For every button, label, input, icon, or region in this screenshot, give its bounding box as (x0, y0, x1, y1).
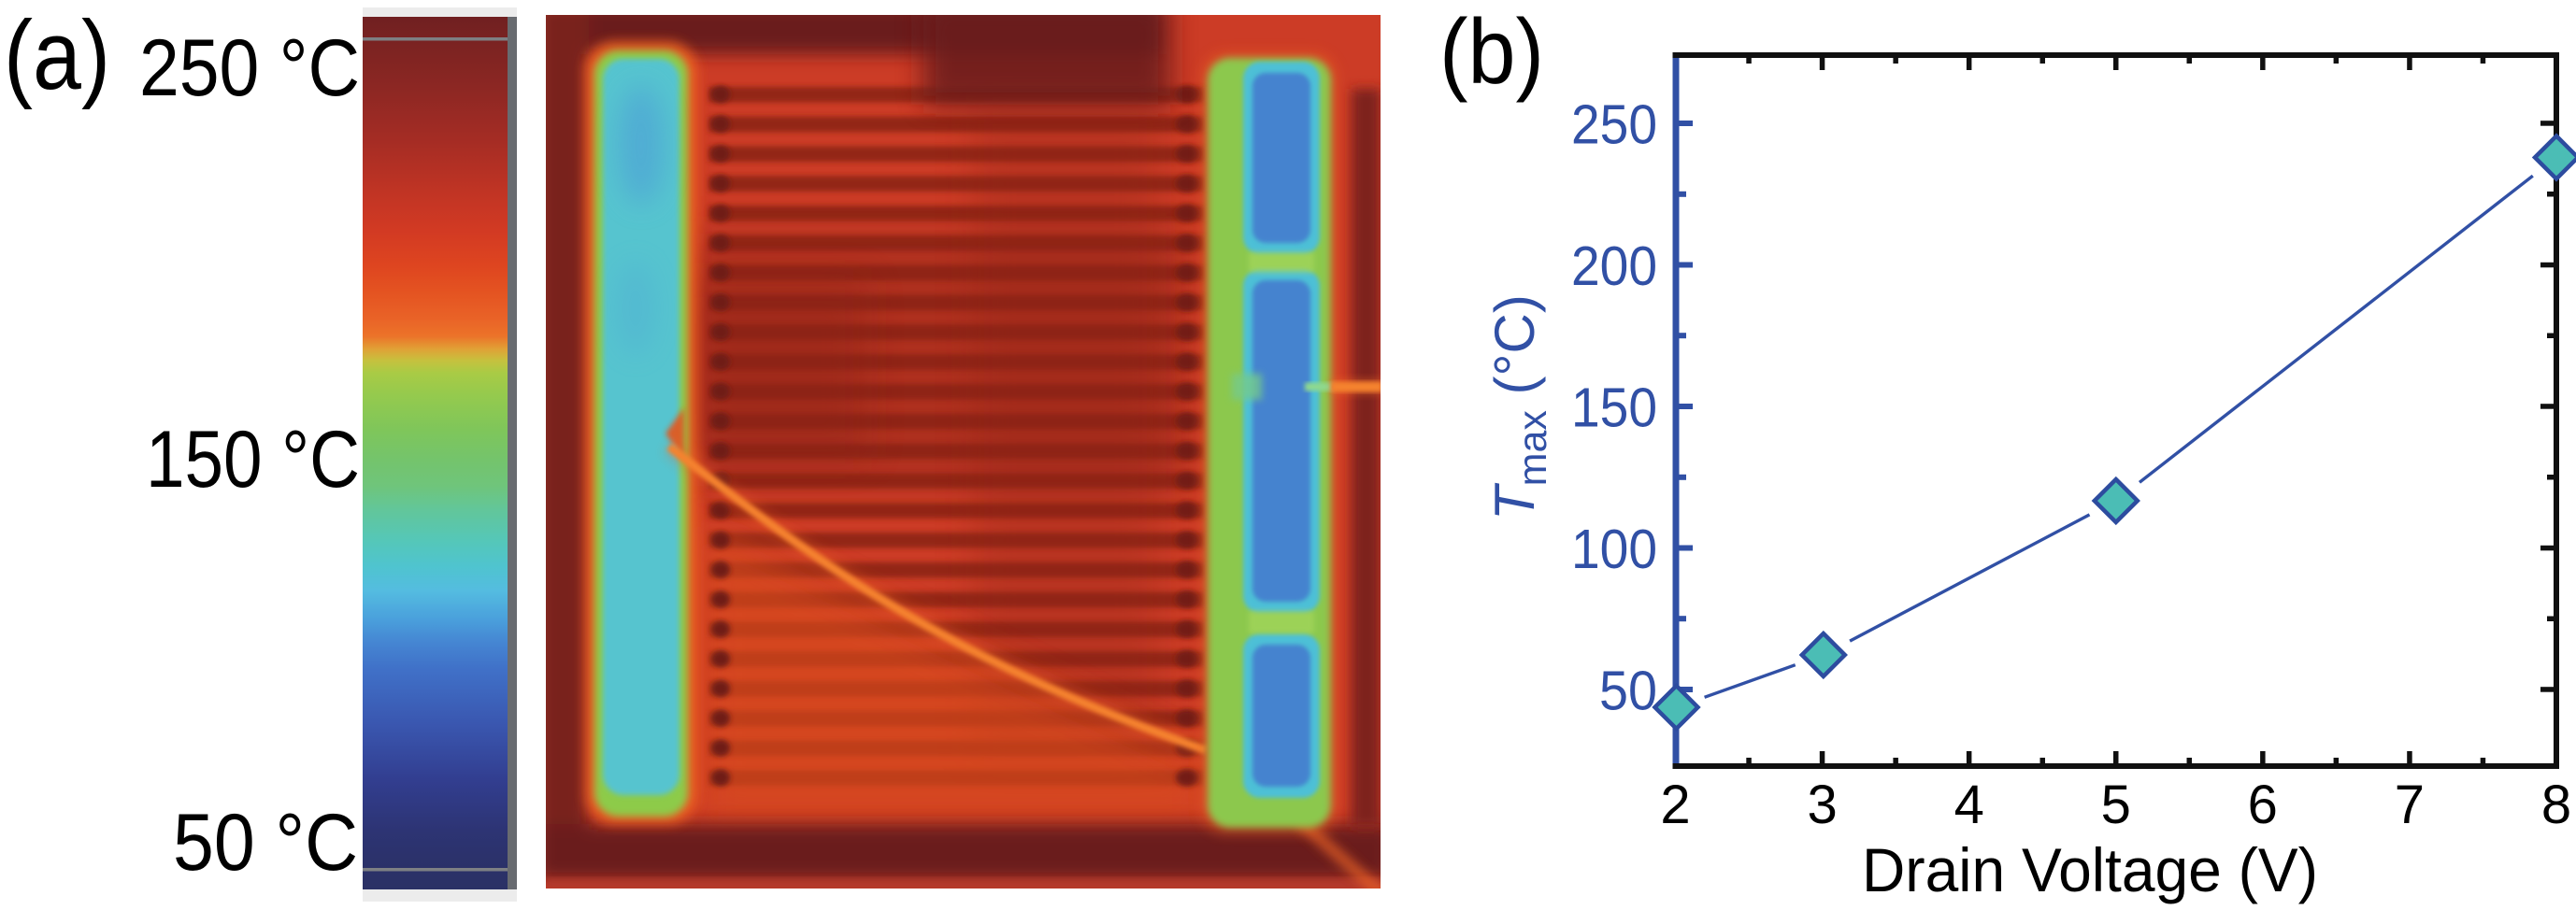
svg-text:50: 50 (1599, 661, 1657, 722)
svg-text:200: 200 (1571, 235, 1657, 297)
svg-text:2: 2 (1660, 775, 1690, 835)
svg-text:250 °C: 250 °C (139, 23, 360, 113)
svg-text:8: 8 (2541, 775, 2571, 835)
svg-text:Drain Voltage (V): Drain Voltage (V) (1862, 835, 2318, 904)
svg-text:3: 3 (1807, 775, 1837, 835)
svg-text:150: 150 (1571, 377, 1657, 439)
svg-text:7: 7 (2395, 775, 2425, 835)
svg-text:4: 4 (1954, 775, 1984, 835)
svg-text:(a): (a) (4, 1, 110, 110)
svg-text:Tmax (°C): Tmax (°C) (1483, 294, 1555, 520)
svg-text:100: 100 (1571, 519, 1657, 580)
svg-text:150 °C: 150 °C (146, 415, 360, 505)
svg-text:250: 250 (1571, 94, 1657, 156)
svg-text:50 °C: 50 °C (173, 798, 358, 888)
svg-text:6: 6 (2248, 775, 2278, 835)
svg-text:5: 5 (2101, 775, 2131, 835)
svg-text:(b): (b) (1439, 0, 1544, 103)
